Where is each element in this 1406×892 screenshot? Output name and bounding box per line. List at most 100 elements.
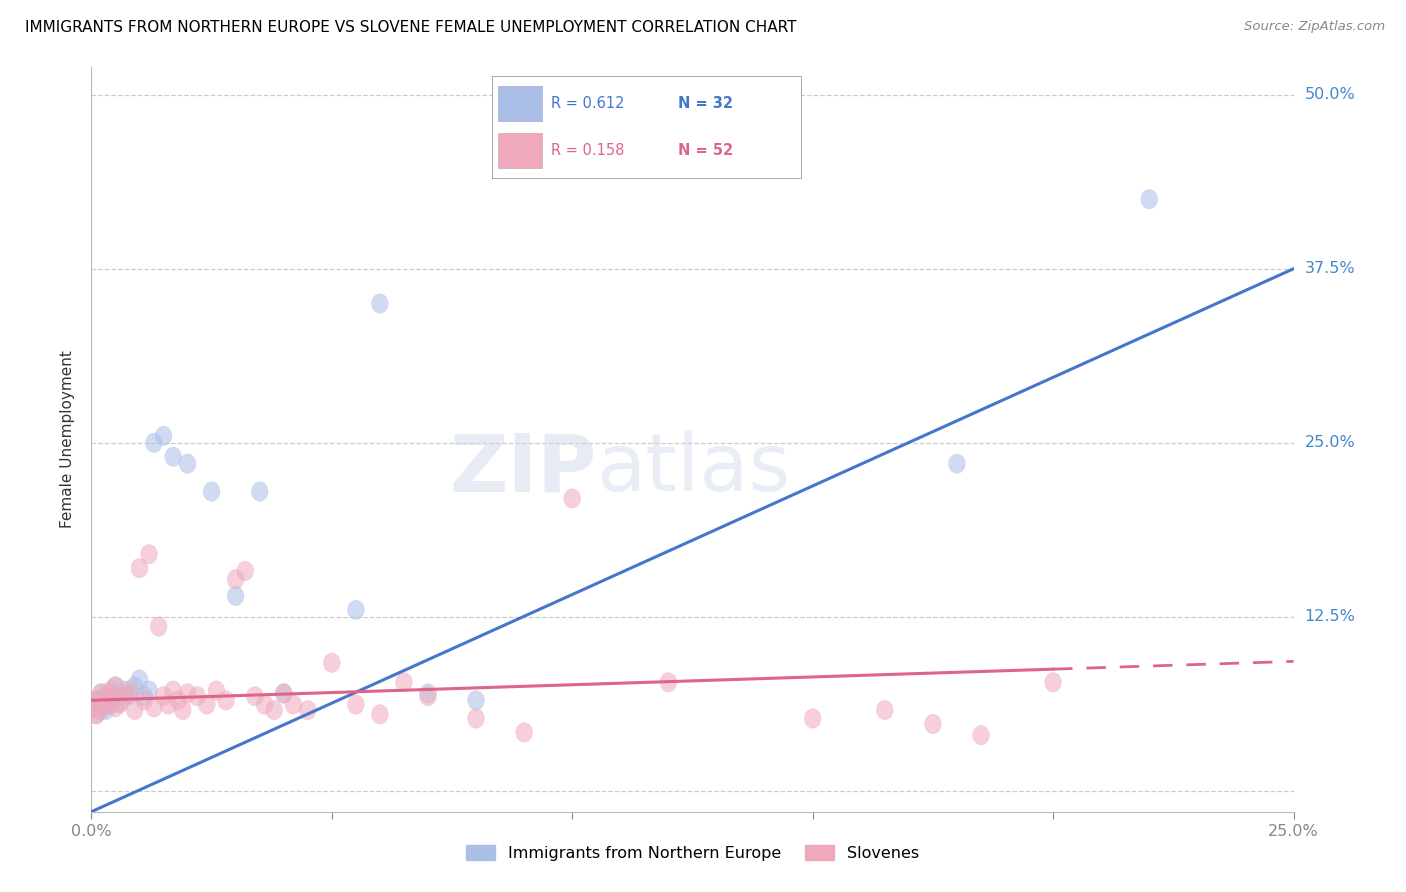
Legend: Immigrants from Northern Europe, Slovenes: Immigrants from Northern Europe, Slovene… <box>460 838 925 867</box>
Ellipse shape <box>87 705 104 724</box>
Ellipse shape <box>276 683 292 703</box>
Ellipse shape <box>121 681 138 700</box>
Ellipse shape <box>103 681 120 700</box>
Ellipse shape <box>97 687 114 706</box>
Ellipse shape <box>160 695 177 714</box>
Ellipse shape <box>1045 673 1062 692</box>
Ellipse shape <box>112 692 129 712</box>
Ellipse shape <box>228 586 245 606</box>
Text: N = 32: N = 32 <box>678 96 733 111</box>
Ellipse shape <box>97 690 114 710</box>
Text: IMMIGRANTS FROM NORTHERN EUROPE VS SLOVENE FEMALE UNEMPLOYMENT CORRELATION CHART: IMMIGRANTS FROM NORTHERN EUROPE VS SLOVE… <box>25 20 797 35</box>
Ellipse shape <box>246 687 263 706</box>
Ellipse shape <box>564 489 581 508</box>
Ellipse shape <box>256 695 273 714</box>
Ellipse shape <box>103 695 120 714</box>
Ellipse shape <box>107 698 124 717</box>
Ellipse shape <box>117 681 134 700</box>
Ellipse shape <box>117 687 134 706</box>
Ellipse shape <box>136 687 153 706</box>
Ellipse shape <box>371 293 388 313</box>
Ellipse shape <box>121 685 138 705</box>
Ellipse shape <box>165 681 181 700</box>
Ellipse shape <box>285 695 302 714</box>
Text: ZIP: ZIP <box>449 430 596 508</box>
Ellipse shape <box>266 700 283 720</box>
Ellipse shape <box>419 683 436 703</box>
Text: R = 0.158: R = 0.158 <box>551 144 624 158</box>
Ellipse shape <box>131 670 148 690</box>
Ellipse shape <box>136 690 153 710</box>
Ellipse shape <box>179 683 195 703</box>
Ellipse shape <box>252 482 269 501</box>
Text: 50.0%: 50.0% <box>1305 87 1355 103</box>
Ellipse shape <box>876 700 893 720</box>
Text: 25.0%: 25.0% <box>1305 435 1355 450</box>
Ellipse shape <box>103 690 120 710</box>
Ellipse shape <box>107 677 124 696</box>
Text: N = 52: N = 52 <box>678 144 733 158</box>
Ellipse shape <box>170 690 187 710</box>
Ellipse shape <box>87 705 104 724</box>
Ellipse shape <box>949 454 966 474</box>
Ellipse shape <box>179 454 195 474</box>
Ellipse shape <box>204 482 219 501</box>
Ellipse shape <box>236 561 253 581</box>
Bar <box>498 133 541 168</box>
Ellipse shape <box>468 690 485 710</box>
Ellipse shape <box>925 714 941 734</box>
Ellipse shape <box>419 687 436 706</box>
Ellipse shape <box>155 426 172 446</box>
Ellipse shape <box>112 693 129 713</box>
Ellipse shape <box>93 683 110 703</box>
Text: 37.5%: 37.5% <box>1305 261 1355 277</box>
Ellipse shape <box>141 681 157 700</box>
Ellipse shape <box>127 677 143 696</box>
Ellipse shape <box>86 698 103 717</box>
Ellipse shape <box>516 723 533 742</box>
Ellipse shape <box>141 544 157 564</box>
Text: R = 0.612: R = 0.612 <box>551 96 624 111</box>
Ellipse shape <box>165 447 181 467</box>
Ellipse shape <box>208 681 225 700</box>
Ellipse shape <box>107 687 124 706</box>
Ellipse shape <box>659 673 676 692</box>
Ellipse shape <box>103 683 120 703</box>
Ellipse shape <box>218 690 235 710</box>
Ellipse shape <box>87 690 104 710</box>
Ellipse shape <box>107 677 124 696</box>
Ellipse shape <box>371 705 388 724</box>
Ellipse shape <box>188 687 205 706</box>
Bar <box>498 87 541 121</box>
Ellipse shape <box>93 698 110 717</box>
Ellipse shape <box>145 698 162 717</box>
Ellipse shape <box>276 683 292 703</box>
Ellipse shape <box>973 725 990 745</box>
Ellipse shape <box>97 700 114 720</box>
Text: atlas: atlas <box>596 430 790 508</box>
Ellipse shape <box>299 700 316 720</box>
Ellipse shape <box>468 709 485 728</box>
Ellipse shape <box>395 673 412 692</box>
Ellipse shape <box>804 709 821 728</box>
Ellipse shape <box>198 695 215 714</box>
Ellipse shape <box>127 700 143 720</box>
Ellipse shape <box>145 433 162 452</box>
Y-axis label: Female Unemployment: Female Unemployment <box>60 351 76 528</box>
Text: 12.5%: 12.5% <box>1305 609 1355 624</box>
Ellipse shape <box>228 569 245 589</box>
Ellipse shape <box>97 695 114 714</box>
Ellipse shape <box>93 700 110 720</box>
Ellipse shape <box>131 558 148 578</box>
Ellipse shape <box>1140 189 1157 209</box>
Ellipse shape <box>347 600 364 620</box>
Ellipse shape <box>150 616 167 636</box>
Ellipse shape <box>87 690 104 710</box>
Ellipse shape <box>155 687 172 706</box>
Ellipse shape <box>323 653 340 673</box>
Ellipse shape <box>174 700 191 720</box>
Text: Source: ZipAtlas.com: Source: ZipAtlas.com <box>1244 20 1385 33</box>
Ellipse shape <box>93 683 110 703</box>
Ellipse shape <box>86 698 103 717</box>
Ellipse shape <box>347 695 364 714</box>
